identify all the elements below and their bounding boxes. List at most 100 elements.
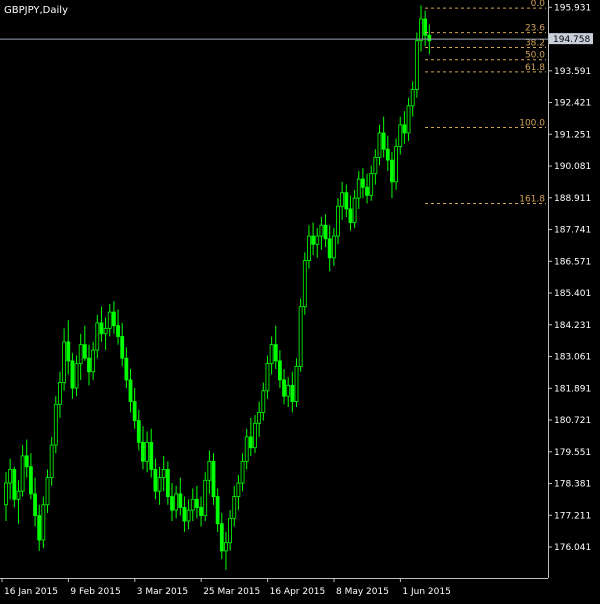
candle xyxy=(4,472,8,522)
candle-body xyxy=(336,205,340,237)
candle-body xyxy=(145,441,150,462)
price-tick-label: 186.571 xyxy=(554,257,591,267)
fibonacci-levels: 0.0 23.6 38.2 50.0 61.8 100.0 161.8 xyxy=(425,0,546,205)
price-axis: 195.931 193.591 192.421 191.251 190.081 188.9… xyxy=(548,3,591,553)
candle-body xyxy=(132,401,137,422)
candle xyxy=(327,225,332,272)
candle xyxy=(62,328,66,391)
candle xyxy=(265,355,270,399)
candle-body xyxy=(8,469,13,484)
candle xyxy=(124,347,129,389)
candle xyxy=(248,417,253,456)
candle-body xyxy=(95,322,100,351)
candle xyxy=(82,325,87,361)
candle xyxy=(236,474,241,511)
candle xyxy=(381,116,386,158)
candle xyxy=(49,436,54,486)
candle xyxy=(402,111,407,144)
candle xyxy=(132,388,137,429)
time-tick-label: 16 Apr 2015 xyxy=(270,587,326,597)
candle xyxy=(414,32,419,98)
candle xyxy=(78,333,83,380)
candle xyxy=(356,170,361,209)
candle xyxy=(141,426,145,470)
candle xyxy=(423,10,428,47)
candle xyxy=(91,341,96,380)
candle xyxy=(219,512,224,560)
candle-body xyxy=(190,498,195,511)
candle-body xyxy=(348,208,353,223)
time-tick-label: 9 Feb 2015 xyxy=(70,587,120,597)
candle xyxy=(257,401,262,437)
candle-body xyxy=(240,460,245,484)
candle xyxy=(323,214,328,247)
candle xyxy=(74,355,79,397)
candle-body xyxy=(236,482,241,497)
chart-title: GBPJPY,Daily xyxy=(4,5,68,16)
candle-body xyxy=(45,477,50,506)
candle xyxy=(153,458,158,500)
candle-body xyxy=(99,322,104,335)
time-tick-label: 3 Mar 2015 xyxy=(137,587,188,597)
candle xyxy=(37,504,42,551)
price-tick-label: 188.911 xyxy=(554,194,591,204)
candle-body xyxy=(369,173,374,196)
candle xyxy=(377,124,382,166)
candle xyxy=(319,217,324,250)
price-tick-label: 181.891 xyxy=(554,384,591,394)
candle-body xyxy=(427,34,432,42)
candle xyxy=(348,195,353,231)
candle-body xyxy=(149,441,154,470)
candle-body xyxy=(248,436,253,449)
candle xyxy=(398,116,403,155)
candle-body xyxy=(186,509,191,522)
candle xyxy=(419,5,423,52)
candle-body xyxy=(33,493,37,516)
candle xyxy=(112,301,116,334)
candle-body xyxy=(265,363,270,392)
candle-body xyxy=(62,341,66,384)
candle-body xyxy=(203,479,208,516)
candle-body xyxy=(365,186,369,196)
candle xyxy=(286,377,291,408)
current-price-badge: 194.758 xyxy=(549,33,593,45)
candle xyxy=(16,480,21,524)
candle-body xyxy=(294,365,299,403)
candle xyxy=(190,488,195,522)
candle xyxy=(336,198,340,245)
candle-body xyxy=(398,124,403,147)
candle-body xyxy=(406,105,411,134)
candle-body xyxy=(373,156,378,175)
candle-body xyxy=(66,341,71,362)
candle-body xyxy=(224,542,228,552)
candle-body xyxy=(315,235,320,245)
price-tick-label: 179.551 xyxy=(554,448,591,458)
candle xyxy=(315,227,320,258)
candle-body xyxy=(207,460,212,481)
price-tick-label: 195.931 xyxy=(554,3,591,13)
candle xyxy=(228,510,233,551)
candle-body xyxy=(311,235,316,245)
candle xyxy=(394,138,399,190)
candle xyxy=(298,298,303,372)
candle xyxy=(360,168,365,199)
candle-body xyxy=(107,311,112,329)
candle-body xyxy=(20,455,25,492)
candle-body xyxy=(394,146,399,183)
candle-body xyxy=(153,469,158,492)
candle-body xyxy=(219,523,224,552)
candle xyxy=(53,396,58,454)
candle xyxy=(282,369,286,405)
candle xyxy=(311,222,316,256)
candle xyxy=(211,453,216,505)
fib-level-label: 38.2 xyxy=(525,38,545,48)
candle-body xyxy=(182,507,187,522)
candle-body xyxy=(124,357,129,381)
candle xyxy=(406,97,411,142)
candle xyxy=(244,428,249,470)
candle-body xyxy=(273,344,278,362)
fib-level-label: 50.0 xyxy=(525,51,545,61)
candle-body xyxy=(327,238,332,259)
